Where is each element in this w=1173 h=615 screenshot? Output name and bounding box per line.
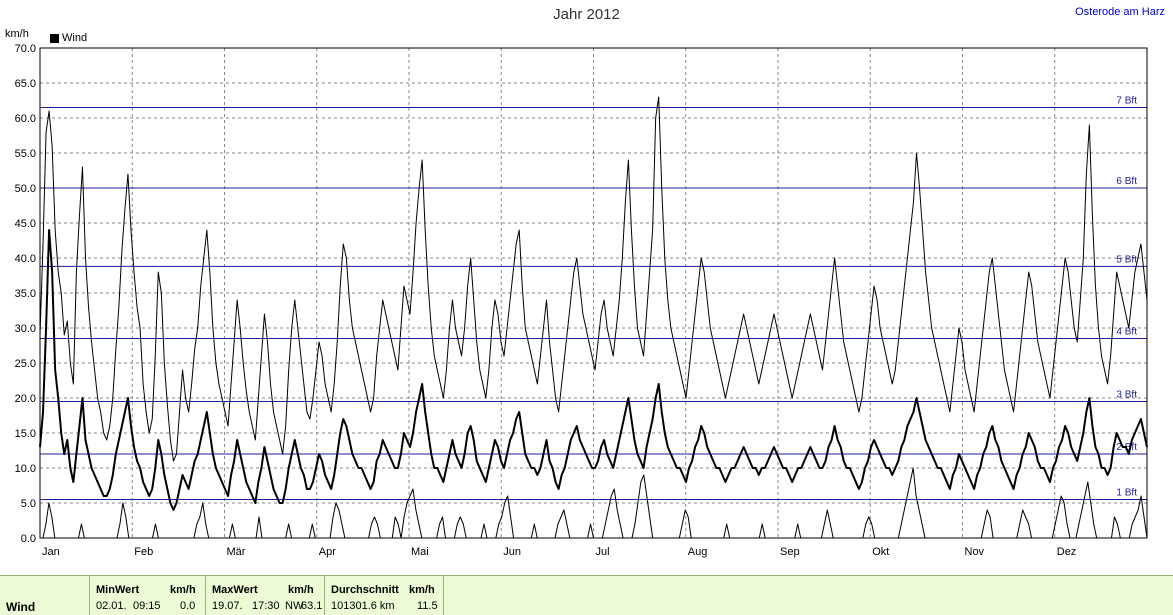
max-time: 17:30 xyxy=(252,600,280,612)
max-header: MaxWert xyxy=(212,584,258,596)
y-tick-label: 25.0 xyxy=(15,358,36,370)
summary-row-label: Wind xyxy=(6,600,36,614)
series-line-mean xyxy=(39,229,1148,511)
x-tick-label: Okt xyxy=(872,546,889,558)
legend: Wind xyxy=(50,32,87,44)
beaufort-label: 7 Bft xyxy=(1116,96,1137,107)
summary-footer: Wind MinWert km/h 02.01. 09:15 0.0 MaxWe… xyxy=(0,575,1173,615)
y-tick-label: 5.0 xyxy=(21,498,36,510)
y-tick-label: 40.0 xyxy=(15,253,36,265)
legend-swatch xyxy=(50,33,59,43)
y-tick-label: 70.0 xyxy=(15,43,36,55)
x-tick-label: Feb xyxy=(134,546,153,558)
y-tick-label: 35.0 xyxy=(15,288,36,300)
series-line-max xyxy=(39,96,1148,462)
x-tick-label: Mai xyxy=(411,546,429,558)
max-block: MaxWert km/h 19.07. 17:30 NW 63.1 xyxy=(205,576,325,615)
beaufort-label: 6 Bft xyxy=(1116,176,1137,187)
min-header: MinWert xyxy=(96,584,140,596)
max-value: 63.1 xyxy=(301,600,323,612)
average-block: Durchschnitt km/h 101301.6 km 11.5 xyxy=(324,576,444,615)
y-tick-label: 55.0 xyxy=(15,148,36,160)
avg-value: 11.5 xyxy=(417,600,438,612)
min-unit: km/h xyxy=(170,584,196,596)
y-tick-label: 50.0 xyxy=(15,183,36,195)
plot-frame xyxy=(39,47,1148,539)
y-tick-label: 15.0 xyxy=(15,428,36,440)
x-tick-label: Aug xyxy=(688,546,708,558)
avg-header: Durchschnitt xyxy=(331,584,399,596)
location-label: Osterode am Harz xyxy=(1075,6,1165,18)
y-tick-label: 30.0 xyxy=(15,323,36,335)
x-tick-label: Jul xyxy=(596,546,610,558)
x-tick-label: Apr xyxy=(319,546,336,558)
x-tick-label: Dez xyxy=(1057,546,1077,558)
min-date: 02.01. xyxy=(96,600,127,612)
y-tick-label: 45.0 xyxy=(15,218,36,230)
max-date: 19.07. xyxy=(212,600,243,612)
x-tick-label: Jan xyxy=(42,546,60,558)
x-tick-label: Sep xyxy=(780,546,800,558)
x-tick-label: Jun xyxy=(503,546,521,558)
avg-distance: 101301.6 km xyxy=(331,600,395,612)
legend-label: Wind xyxy=(62,32,88,44)
beaufort-label: 3 Bft xyxy=(1116,390,1137,401)
min-time: 09:15 xyxy=(133,600,161,612)
max-unit: km/h xyxy=(288,584,314,596)
y-tick-label: 10.0 xyxy=(15,463,36,475)
y-tick-label: 0.0 xyxy=(21,533,36,545)
y-tick-label: 65.0 xyxy=(15,78,36,90)
min-value: 0.0 xyxy=(180,600,196,612)
axes: 0.0 5.0 10.0 15.0 20.0 25.0 30.0 35.0 40.0 45.0 50… xyxy=(15,43,1148,558)
beaufort-label: 4 Bft xyxy=(1116,327,1137,338)
beaufort-label: 5 Bft xyxy=(1116,254,1137,265)
min-block: MinWert km/h 02.01. 09:15 0.0 xyxy=(89,576,206,615)
y-tick-label: 60.0 xyxy=(15,113,36,125)
x-tick-label: Nov xyxy=(965,546,985,558)
y-axis-unit: km/h xyxy=(5,28,29,40)
chart-title: Jahr 2012 xyxy=(553,6,620,23)
avg-unit: km/h xyxy=(409,584,435,596)
max-direction: NW xyxy=(285,600,304,612)
x-tick-label: Mär xyxy=(227,546,246,558)
y-tick-label: 20.0 xyxy=(15,393,36,405)
beaufort-label: 1 Bft xyxy=(1116,488,1137,499)
